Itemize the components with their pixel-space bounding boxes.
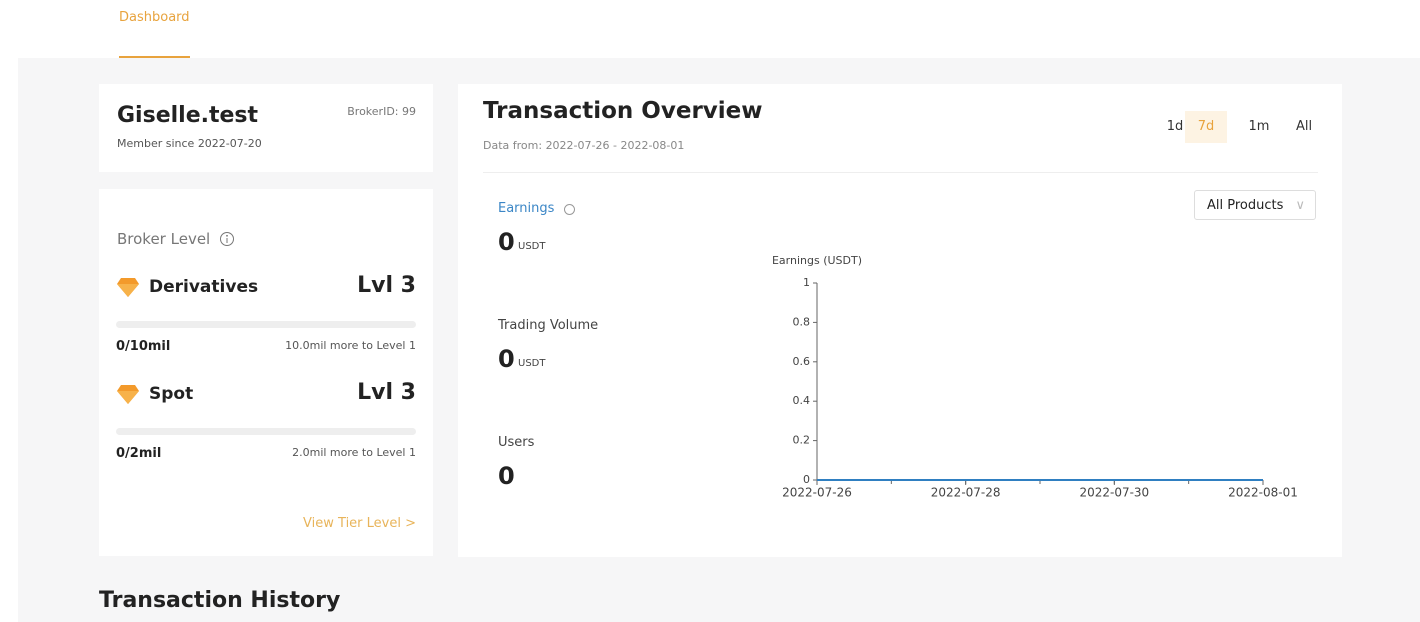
stat-value: 0 <box>498 345 515 373</box>
y-tick-label: 0.4 <box>793 394 811 407</box>
progress-track <box>116 428 416 435</box>
tier-link[interactable]: View Tier Level > <box>303 516 416 531</box>
product-name: Spot <box>149 384 194 404</box>
remaining-text: 10.0mil more to Level 1 <box>285 339 416 352</box>
y-tick-label: 0 <box>803 473 810 486</box>
broker-id: BrokerID: 99 <box>347 105 416 118</box>
divider <box>483 172 1318 173</box>
product-level: Lvl 3 <box>357 273 416 298</box>
overview-card: Transaction Overview Data from: 2022-07-… <box>458 84 1342 557</box>
y-tick-label: 0.6 <box>793 355 811 368</box>
filter-label: All Products <box>1207 198 1284 213</box>
progress-text: 0/2mil <box>116 446 162 461</box>
broker-card: Broker Level Derivatives Lvl 3 0/10mil 10.0… <box>99 189 433 556</box>
member-since: Member since 2022-07-20 <box>117 137 262 150</box>
diamond-icon <box>117 385 139 404</box>
product-level: Lvl 3 <box>357 380 416 405</box>
y-axis-title: Earnings (USDT) <box>772 254 862 267</box>
stat-unit: USDT <box>518 358 546 369</box>
period-tab[interactable]: 1m <box>1248 119 1270 134</box>
x-tick-label: 2022-07-26 <box>782 486 852 500</box>
nav-tab[interactable]: Dashboard <box>119 10 190 25</box>
info-icon <box>564 204 575 215</box>
x-tick-label: 2022-08-01 <box>1228 486 1298 500</box>
period-tab[interactable]: 7d <box>1185 111 1227 143</box>
period-tab[interactable]: 1d <box>1166 119 1184 134</box>
x-tick-label: 2022-07-30 <box>1079 486 1149 500</box>
broker-title: Broker Level <box>117 230 211 248</box>
stat-value: 0 <box>498 462 515 490</box>
tab-underline <box>119 56 190 58</box>
y-tick-label: 1 <box>803 276 810 289</box>
user-name: Giselle.test <box>117 103 259 128</box>
y-tick-label: 0.2 <box>793 434 811 447</box>
stat-label: Earnings <box>498 201 555 216</box>
profile-card: Giselle.test BrokerID: 99 Member since 2… <box>99 84 433 172</box>
stat-label: Users <box>498 435 535 450</box>
x-tick-label: 2022-07-28 <box>931 486 1001 500</box>
section-title: Transaction History <box>99 588 341 613</box>
chevron: ∨ <box>1295 198 1305 213</box>
overview-title: Transaction Overview <box>483 98 763 124</box>
date-range: Data from: 2022-07-26 - 2022-08-01 <box>483 139 685 152</box>
product-filter[interactable]: All Products ∨ <box>1194 190 1316 220</box>
product-name: Derivatives <box>149 277 259 297</box>
info-icon <box>220 232 234 246</box>
y-tick-label: 0.8 <box>793 315 811 328</box>
diamond-icon <box>117 278 139 297</box>
remaining-text: 2.0mil more to Level 1 <box>292 446 416 459</box>
stat-label: Trading Volume <box>498 318 599 333</box>
stat-value: 0 <box>498 228 515 256</box>
progress-track <box>116 321 416 328</box>
stat-unit: USDT <box>518 241 546 252</box>
period-tab[interactable]: All <box>1295 119 1313 134</box>
progress-text: 0/10mil <box>116 339 171 354</box>
